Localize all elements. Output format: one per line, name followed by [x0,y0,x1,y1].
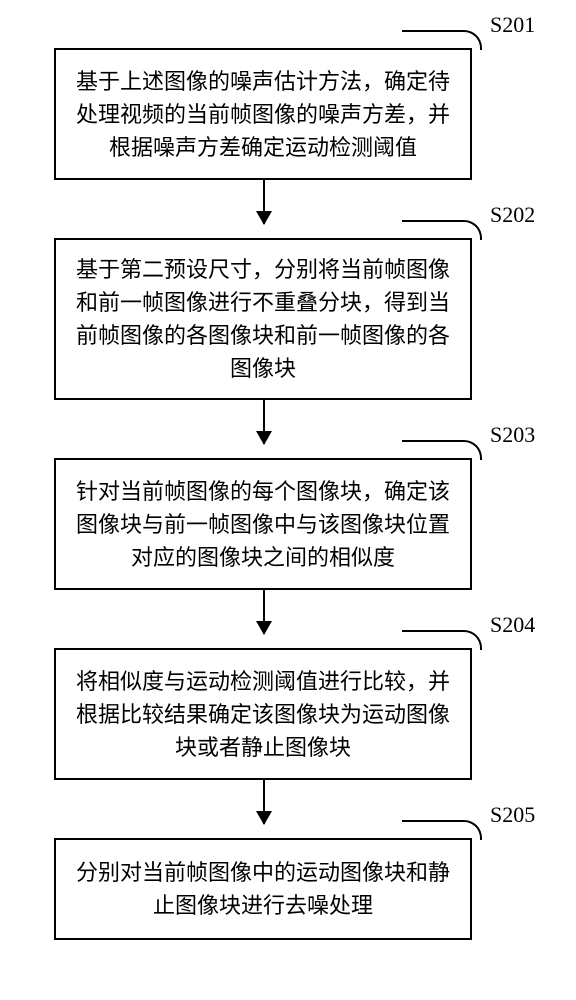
step-box-s202: 基于第二预设尺寸，分别将当前帧图像和前一帧图像进行不重叠分块，得到当前帧图像的各… [54,238,472,400]
step-text-s201: 基于上述图像的噪声估计方法，确定待处理视频的当前帧图像的噪声方差，并根据噪声方差… [70,65,456,164]
step-label-s204: S204 [490,612,535,638]
step-box-s204: 将相似度与运动检测阈值进行比较，并根据比较结果确定该图像块为运动图像块或者静止图… [54,648,472,780]
callout-s205 [402,820,482,840]
callout-s203 [402,440,482,460]
arrow-3 [263,590,265,634]
step-label-s205: S205 [490,802,535,828]
flowchart-container: S201 基于上述图像的噪声估计方法，确定待处理视频的当前帧图像的噪声方差，并根… [0,0,576,1000]
arrow-2 [263,400,265,444]
step-label-s201: S201 [490,12,535,38]
step-box-s205: 分别对当前帧图像中的运动图像块和静止图像块进行去噪处理 [54,838,472,940]
arrow-1 [263,180,265,224]
step-box-s203: 针对当前帧图像的每个图像块，确定该图像块与前一帧图像中与该图像块位置对应的图像块… [54,458,472,590]
step-text-s204: 将相似度与运动检测阈值进行比较，并根据比较结果确定该图像块为运动图像块或者静止图… [70,665,456,764]
arrow-4 [263,780,265,824]
callout-s202 [402,220,482,240]
callout-s201 [402,30,482,50]
step-label-s203: S203 [490,422,535,448]
step-text-s205: 分别对当前帧图像中的运动图像块和静止图像块进行去噪处理 [70,856,456,922]
step-box-s201: 基于上述图像的噪声估计方法，确定待处理视频的当前帧图像的噪声方差，并根据噪声方差… [54,48,472,180]
step-text-s203: 针对当前帧图像的每个图像块，确定该图像块与前一帧图像中与该图像块位置对应的图像块… [70,475,456,574]
step-label-s202: S202 [490,202,535,228]
callout-s204 [402,630,482,650]
step-text-s202: 基于第二预设尺寸，分别将当前帧图像和前一帧图像进行不重叠分块，得到当前帧图像的各… [70,253,456,385]
